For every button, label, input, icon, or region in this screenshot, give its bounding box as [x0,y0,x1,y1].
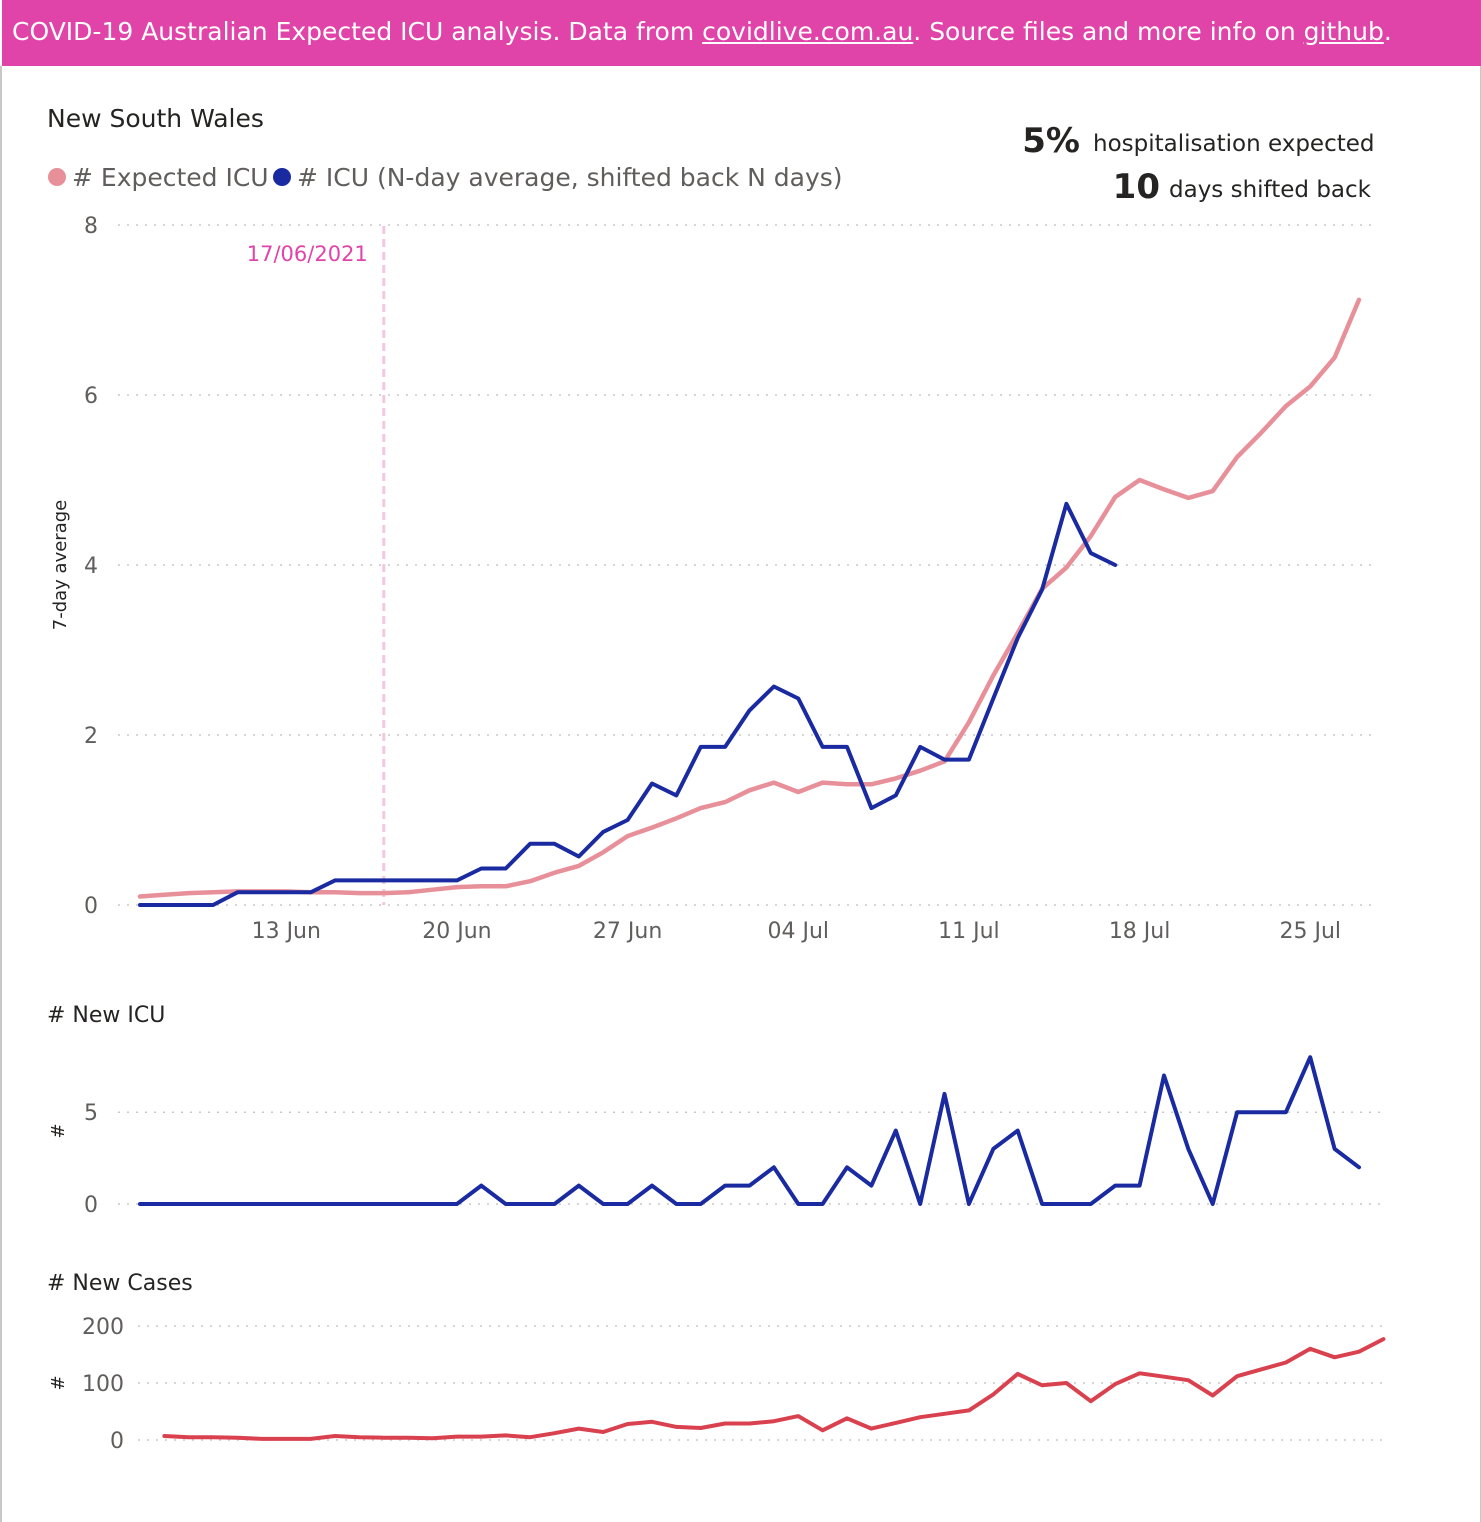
main-x-tick-label: 04 Jul [767,919,829,944]
kpi-days-label: days shifted back [1169,177,1372,203]
header-banner: COVID-19 Australian Expected ICU analysi… [2,0,1481,66]
main-x-tick-label: 11 Jul [938,919,1000,944]
main-chart-title: New South Wales [47,104,264,133]
new-icu-line[interactable] [138,1055,1361,1206]
new-cases-y-axis-label: # [48,1375,69,1390]
banner-prefix: COVID-19 Australian Expected ICU analysi… [12,17,703,46]
main-y-axis-label: 7-day average [50,500,71,630]
new-icu-y-ticks: 05 [84,1101,98,1218]
main-y-ticks: 0 2 4 6 8 [84,214,98,919]
main-x-tick-label: 18 Jul [1109,919,1171,944]
new-cases-y-tick-label: 200 [82,1315,124,1340]
main-x-tick-label: 13 Jun [252,919,321,944]
new-icu-title: # New ICU [47,1003,165,1028]
main-y-tick-label: 8 [84,214,98,239]
kpi-hospitalisation-label: hospitalisation expected [1093,131,1374,157]
main-x-tick-label: 27 Jun [593,919,662,944]
new-icu-y-tick-label: 5 [84,1101,98,1126]
new-icu-y-axis-label: # [48,1123,69,1138]
main-x-ticks: 13 Jun 20 Jun 27 Jun 04 Jul 11 Jul 18 Jul 25 J… [252,919,1341,944]
legend-icu-label[interactable]: # ICU (N-day average, shifted back N day… [297,163,843,192]
kpi-days-value: 10 [1113,167,1160,207]
main-x-tick-label: 20 Jun [422,919,491,944]
main-y-tick-label: 2 [84,724,98,749]
new-icu-y-tick-label: 0 [84,1193,98,1218]
covidlive-link[interactable]: covidlive.com.au [702,17,914,46]
main-x-tick-label: 25 Jul [1279,919,1341,944]
new-cases-y-tick-label: 0 [110,1429,124,1454]
icu-average-line[interactable] [138,501,1118,907]
main-gridlines [118,224,1378,906]
main-chart: New South Wales # Expected ICU # ICU (N-… [47,104,1378,944]
frame-left-border [0,66,2,1522]
new-cases-y-ticks: 0 100 200 [82,1315,124,1454]
new-icu-chart: # New ICU # 05 [47,1003,1385,1218]
legend-expected-icu-marker [48,168,66,186]
new-cases-line[interactable] [162,1337,1386,1441]
legend-expected-icu-label[interactable]: # Expected ICU [72,163,269,192]
new-cases-chart: # New Cases # 0 100 200 [47,1271,1386,1454]
main-y-tick-label: 4 [84,554,98,579]
github-link[interactable]: github [1303,17,1384,46]
banner-middle: . Source files and more info on [913,17,1304,46]
main-y-tick-label: 0 [84,894,98,919]
kpi-hospitalisation-value: 5% [1022,121,1080,161]
banner-suffix: . [1383,17,1392,46]
legend-icu-marker [273,168,291,186]
main-y-tick-label: 6 [84,384,98,409]
new-cases-y-tick-label: 100 [82,1372,124,1397]
reference-date-label: 17/06/2021 [247,242,368,266]
expected-icu-line[interactable] [137,297,1362,899]
new-cases-gridlines [138,1325,1385,1441]
new-cases-title: # New Cases [47,1271,193,1296]
new-icu-gridlines [118,1111,1385,1205]
